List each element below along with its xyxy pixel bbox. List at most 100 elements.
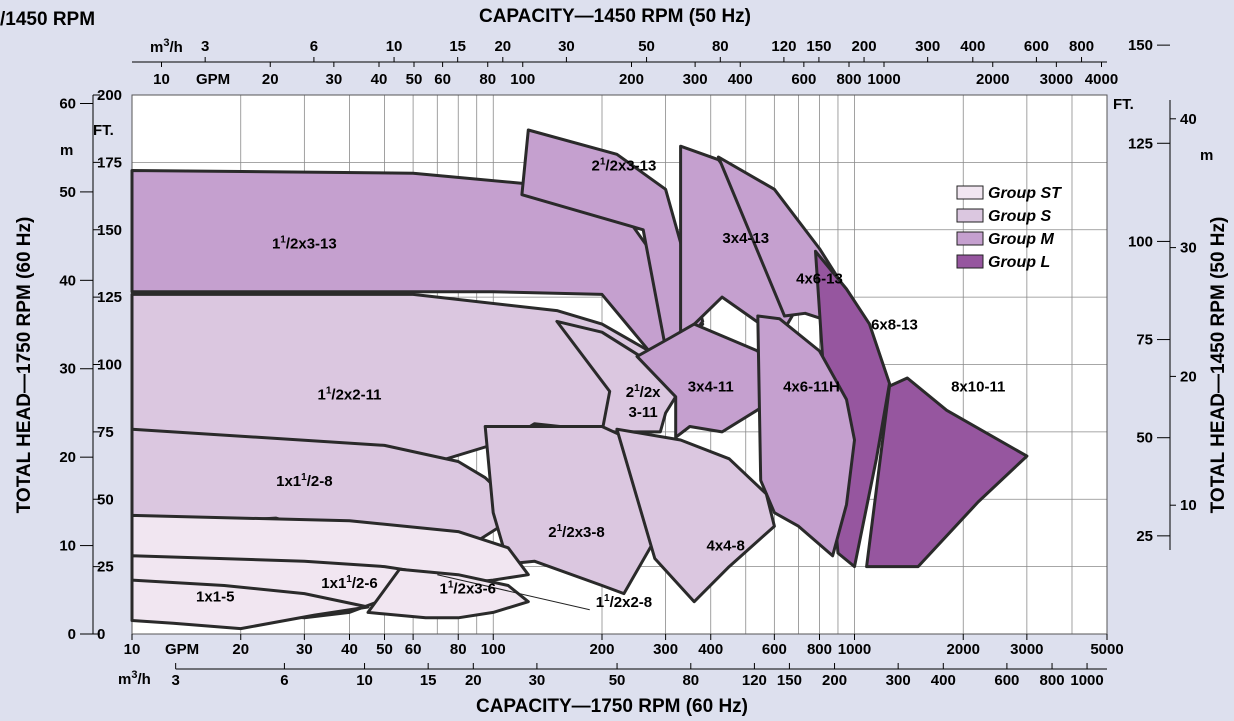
bottom-m3h-tick-label: 6 bbox=[280, 672, 288, 689]
right-m-tick-label: 10 bbox=[1180, 497, 1197, 514]
left-ft-tick-label: 75 bbox=[97, 424, 114, 441]
pump-label: 1x11/2-6 bbox=[321, 574, 377, 592]
left-ft-tick-label: 125 bbox=[97, 289, 122, 306]
top-gpm-tick-label: 2000 bbox=[976, 71, 1009, 88]
left-m-tick-label: 60 bbox=[59, 95, 76, 112]
left-ft-tick-label: 175 bbox=[97, 154, 122, 171]
bottom-m3h-unit: m3/h bbox=[118, 669, 151, 688]
left-ft-tick-label: 0 bbox=[97, 626, 105, 643]
pump-label: 1x1-5 bbox=[196, 589, 234, 606]
pump-label: 6x8-13 bbox=[871, 316, 918, 333]
bottom-m3h-tick-label: 1000 bbox=[1070, 672, 1103, 689]
left-m-tick-label: 20 bbox=[59, 449, 76, 466]
left-ft-tick-label: 200 bbox=[97, 87, 122, 104]
top-m3h-tick-label: 20 bbox=[494, 38, 511, 55]
pump-label: 11/2x2-11 bbox=[318, 386, 382, 404]
bottom-gpm-tick-label: 300 bbox=[653, 641, 678, 658]
bottom-m3h-tick-label: 15 bbox=[420, 672, 437, 689]
bottom-gpm-tick-label: 400 bbox=[698, 641, 723, 658]
bottom-gpm-tick-label: 1000 bbox=[838, 641, 871, 658]
top-m3h-tick-label: 400 bbox=[960, 38, 985, 55]
pump-label: 21/2x3-8 bbox=[548, 523, 604, 541]
top-gpm-tick-label: 60 bbox=[434, 71, 451, 88]
bottom-m3h-tick-label: 50 bbox=[609, 672, 626, 689]
top-gpm-tick-label: 80 bbox=[479, 71, 496, 88]
bottom-gpm-tick-label: 10 bbox=[124, 641, 141, 658]
right-m-tick-label: 30 bbox=[1180, 240, 1197, 257]
bottom-gpm-tick-label: 200 bbox=[589, 641, 614, 658]
legend-label-st: Group ST bbox=[988, 185, 1062, 202]
pump-region bbox=[635, 322, 776, 439]
pump-label: 4x6-13 bbox=[796, 271, 843, 288]
right-axis-title: TOTAL HEAD—1450 RPM (50 Hz) bbox=[1208, 217, 1229, 514]
bottom-m3h-tick-label: 3 bbox=[171, 672, 179, 689]
axes: 10 20 30 40 50 60 80 100 200 300 400 600 800 1000 2000… bbox=[59, 37, 1197, 689]
bottom-m3h-tick-label: 10 bbox=[356, 672, 373, 689]
top-gpm-tick-label: 20 bbox=[262, 71, 279, 88]
right-m-unit: m bbox=[1200, 147, 1213, 164]
top-gpm-tick-label: 800 bbox=[836, 71, 861, 88]
top-gpm-tick-label: 40 bbox=[371, 71, 388, 88]
bottom-gpm-tick-label: 30 bbox=[296, 641, 313, 658]
left-m-tick-label: 0 bbox=[68, 626, 76, 643]
pump-label: 4x6-11H bbox=[783, 378, 840, 395]
bottom-m3h-tick-label: 200 bbox=[822, 672, 847, 689]
pump-label: 11/2x3-13 bbox=[272, 235, 337, 253]
bottom-gpm-unit: GPM bbox=[165, 641, 199, 658]
right-m-tick-label: 40 bbox=[1180, 111, 1197, 128]
right-m-tick-label: 20 bbox=[1180, 368, 1197, 385]
top-m3h-tick-label: 600 bbox=[1024, 38, 1049, 55]
pump-label: 3x4-11 bbox=[688, 378, 734, 395]
left-m-tick-label: 50 bbox=[59, 184, 76, 201]
bottom-m3h-tick-label: 600 bbox=[994, 672, 1019, 689]
right-ft-tick-label: 75 bbox=[1136, 332, 1153, 349]
top-m3h-tick-label: 15 bbox=[449, 38, 466, 55]
legend-swatch-st bbox=[956, 185, 984, 200]
bottom-gpm-tick-label: 800 bbox=[807, 641, 832, 658]
left-m-tick-label: 40 bbox=[59, 272, 76, 289]
right-ft-tick-label: 25 bbox=[1136, 528, 1153, 545]
legend-swatch-s bbox=[956, 208, 984, 223]
leader-line bbox=[437, 574, 590, 611]
left-axis-title: TOTAL HEAD—1750 RPM (60 Hz) bbox=[14, 217, 35, 514]
bottom-gpm-tick-label: 600 bbox=[762, 641, 787, 658]
legend-label-m: Group M bbox=[988, 231, 1054, 248]
pump-label: 3x4-13 bbox=[722, 230, 769, 247]
pump-label: 4x4-8 bbox=[707, 537, 745, 554]
bottom-m3h-tick-label: 20 bbox=[465, 672, 482, 689]
bottom-gpm-tick-label: 40 bbox=[341, 641, 358, 658]
pump-regions bbox=[130, 128, 1029, 631]
pump-region bbox=[865, 376, 1029, 569]
top-left-clipped-title: /1450 RPM bbox=[0, 9, 95, 30]
bottom-gpm-tick-label: 80 bbox=[450, 641, 467, 658]
right-ft-tick-label: 150 bbox=[1128, 37, 1153, 54]
pump-region bbox=[555, 319, 683, 434]
top-gpm-tick-label: 300 bbox=[683, 71, 708, 88]
bottom-gpm-tick-label: 2000 bbox=[947, 641, 980, 658]
bottom-axis-title: CAPACITY—1750 RPM (60 Hz) bbox=[476, 696, 748, 717]
bottom-m3h-tick-label: 150 bbox=[777, 672, 802, 689]
bottom-m3h-tick-label: 120 bbox=[742, 672, 767, 689]
top-m3h-tick-label: 300 bbox=[915, 38, 940, 55]
bottom-m3h-tick-label: 400 bbox=[931, 672, 956, 689]
top-m3h-tick-label: 150 bbox=[806, 38, 831, 55]
top-gpm-tick-label: 4000 bbox=[1085, 71, 1118, 88]
top-m3h-tick-label: 80 bbox=[712, 38, 729, 55]
left-m-tick-label: 10 bbox=[59, 538, 76, 555]
right-ft-tick-label: 125 bbox=[1128, 135, 1153, 152]
left-ft-tick-label: 150 bbox=[97, 222, 122, 239]
bottom-gpm-tick-label: 20 bbox=[232, 641, 249, 658]
left-ft-unit: FT. bbox=[93, 122, 114, 139]
top-gpm-tick-label: 10 bbox=[153, 71, 170, 88]
top-m3h-tick-label: 3 bbox=[201, 38, 209, 55]
pump-label: 3-11 bbox=[629, 404, 658, 421]
pump-label: 21/2x bbox=[626, 383, 661, 401]
legend-label-s: Group S bbox=[988, 208, 1051, 225]
top-gpm-tick-label: 400 bbox=[728, 71, 753, 88]
left-m-tick-label: 30 bbox=[59, 361, 76, 378]
pump-region bbox=[615, 427, 776, 604]
pump-region bbox=[130, 578, 370, 631]
pump-region bbox=[366, 567, 530, 620]
top-axis-title: CAPACITY—1450 RPM (50 Hz) bbox=[479, 6, 751, 27]
